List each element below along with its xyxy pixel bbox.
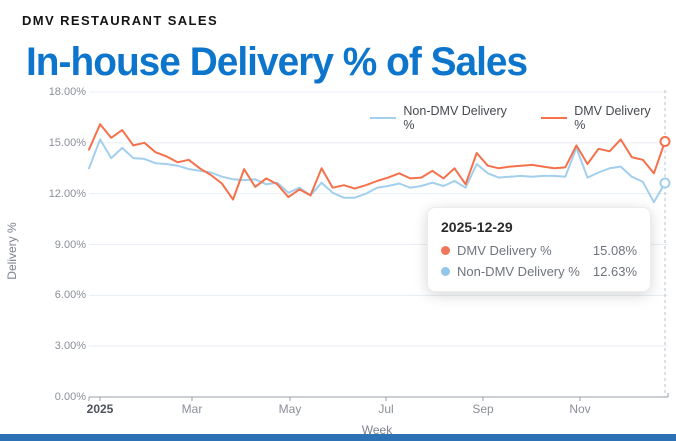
x-axis-tick-label-jul: Jul [378, 402, 394, 416]
end-marker-dmv [659, 135, 671, 147]
tooltip-series-label: DMV Delivery % [457, 243, 552, 258]
end-marker-non-dmv [659, 177, 671, 189]
legend-label: Non-DMV Delivery % [403, 104, 507, 132]
y-axis-tick-label: 0.00% [54, 391, 86, 403]
x-axis-tick-label-mar: Mar [181, 402, 203, 416]
x-axis-tick-label-nov: Nov [569, 402, 591, 416]
legend-label: DMV Delivery % [574, 104, 651, 132]
y-axis-tick-label: 9.00% [54, 238, 86, 251]
x-axis-tick-label-sep: Sep [472, 402, 494, 416]
legend-line-swatch-blue [370, 117, 397, 119]
legend-item-non-dmv[interactable]: Non-DMV Delivery % [370, 104, 515, 132]
series-line-non-dmv [88, 138, 666, 204]
series-dot-blue-icon [441, 267, 450, 276]
y-axis-tick-label: 12.00% [48, 187, 86, 200]
series-dot-orange-icon [441, 246, 450, 255]
x-axis-title: Week [361, 423, 393, 437]
legend-item-dmv[interactable]: DMV Delivery % [540, 104, 660, 132]
bottom-accent-bar [0, 434, 676, 441]
tooltip-series-label: Non-DMV Delivery % [457, 264, 580, 279]
kicker-label: DMV RESTAURANT SALES [22, 13, 219, 28]
legend-line-swatch-orange [540, 117, 568, 119]
y-axis-tick-label: 15.00% [48, 136, 86, 149]
y-axis-tick-label: 18.00% [48, 86, 86, 98]
tooltip-date: 2025-12-29 [441, 219, 513, 235]
chart-tooltip: 2025-12-29 DMV Delivery % 15.08% Non-DMV… [427, 207, 651, 292]
tooltip-row-dmv: DMV Delivery % 15.08% [441, 243, 637, 258]
chart-legend: Non-DMV Delivery % DMV Delivery % [370, 104, 660, 132]
tooltip-series-value: 15.08% [592, 243, 637, 258]
y-axis-tick-label: 6.00% [54, 289, 86, 302]
series-line-dmv [88, 123, 666, 201]
tooltip-series-value: 12.63% [592, 264, 637, 279]
y-axis-tick-label: 3.00% [54, 340, 86, 353]
x-axis-tick-label-may: May [278, 402, 302, 416]
page-title: In-house Delivery % of Sales [26, 40, 528, 84]
tooltip-row-non-dmv: Non-DMV Delivery % 12.63% [441, 264, 637, 279]
x-axis-tick-label-2025: 2025 [86, 402, 114, 416]
